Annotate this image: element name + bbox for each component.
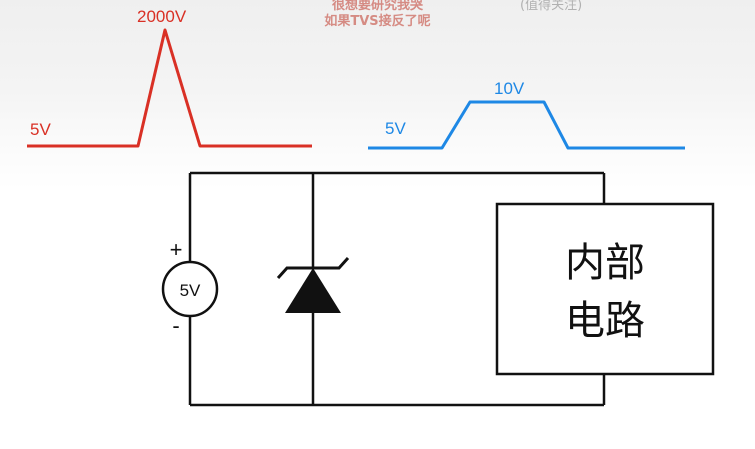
tvs-diode-triangle (285, 268, 341, 313)
surge-peak-label: 2000V (137, 7, 187, 26)
circuit-wires (188, 171, 606, 407)
clamped-peak-label: 10V (494, 79, 525, 98)
clamped-waveform: 5V 10V (368, 79, 685, 150)
internal-circuit-block: 内部 电路 (495, 202, 715, 376)
tvs-diode-bar (276, 256, 350, 280)
surge-waveform-line (27, 28, 312, 148)
voltage-source: 5V + - (161, 237, 219, 338)
internal-circuit-label-line-1: 内部 (565, 240, 645, 286)
caption-line-2: 如果TVS接反了呢 (324, 14, 431, 29)
clamped-waveform-line (368, 100, 685, 150)
voltage-source-label: 5V (180, 281, 201, 300)
caption-right: (值得关注) (520, 0, 583, 13)
voltage-source-circle (161, 260, 219, 318)
plus-sign: + (170, 237, 183, 262)
clamped-baseline-label: 5V (385, 119, 406, 138)
internal-circuit-box (495, 202, 715, 376)
internal-circuit-label-line-2: 电路 (565, 298, 645, 344)
caption-line-1: 很想要研究我哭 (331, 0, 423, 13)
minus-sign: - (172, 313, 179, 338)
surge-waveform: 5V 2000V (27, 7, 312, 148)
tvs-diode-icon (276, 256, 350, 313)
surge-baseline-label: 5V (30, 120, 51, 139)
